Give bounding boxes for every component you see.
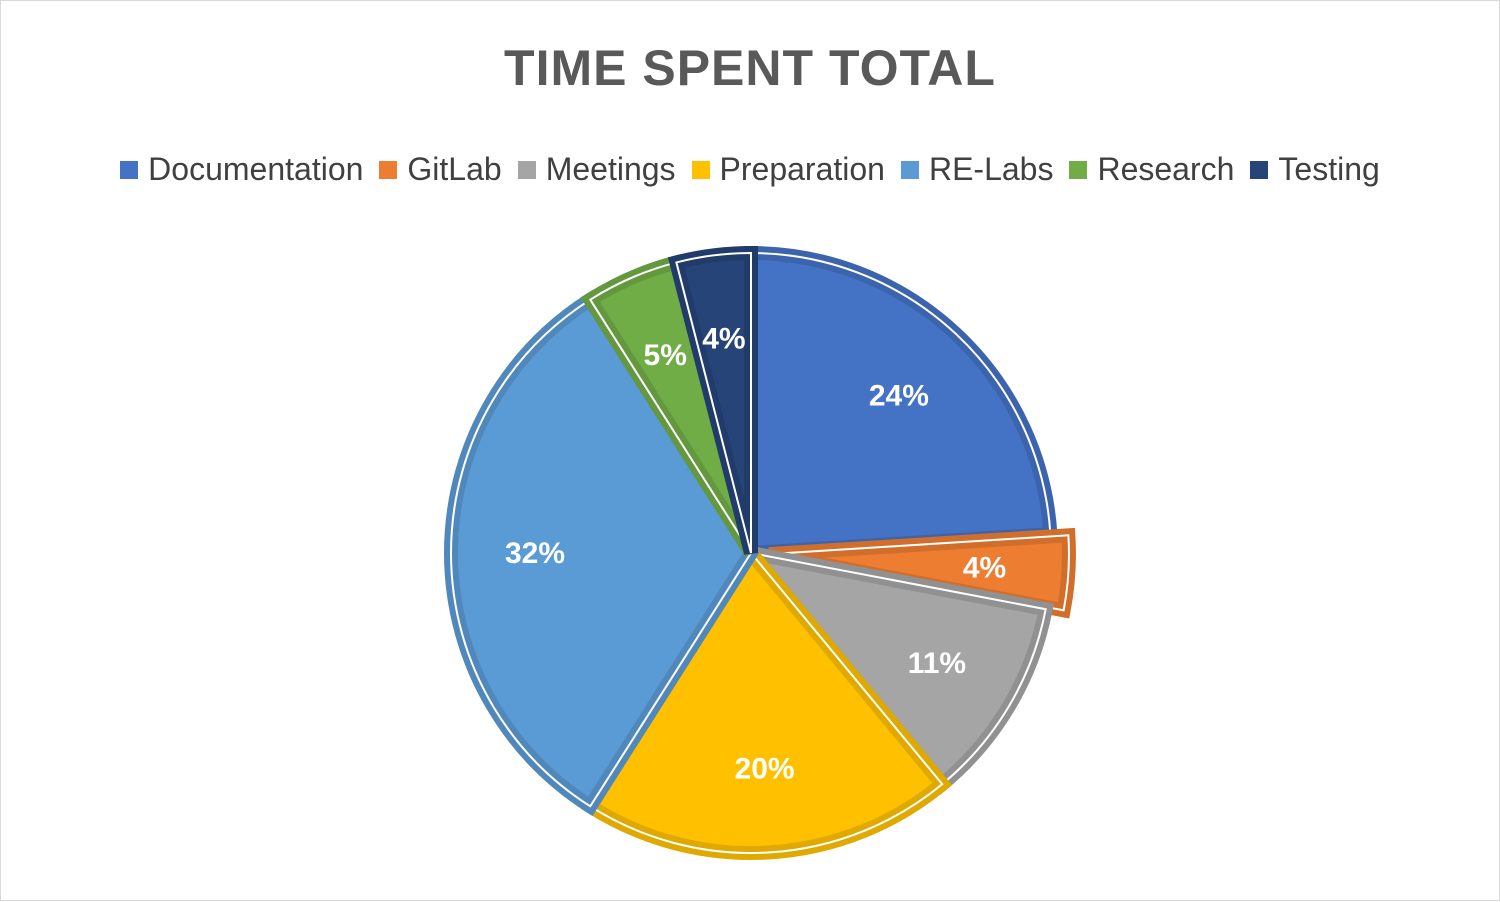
data-label: 4% bbox=[702, 323, 745, 356]
data-label: 4% bbox=[963, 552, 1006, 585]
pie-slice-border bbox=[750, 251, 1052, 555]
legend-label: RE-Labs bbox=[928, 151, 1054, 187]
legend-label: Documentation bbox=[148, 151, 364, 187]
legend-swatch bbox=[120, 160, 139, 179]
pie-slice-border bbox=[588, 551, 944, 854]
legend-swatch bbox=[900, 160, 919, 179]
legend-label: Research bbox=[1097, 151, 1235, 187]
data-label: 24% bbox=[869, 380, 929, 413]
legend-item-gitlab: GitLab bbox=[379, 151, 502, 188]
legend-label: GitLab bbox=[407, 151, 502, 187]
pie-slice-border bbox=[748, 551, 1047, 786]
legend-swatch bbox=[1069, 160, 1088, 179]
chart-title: TIME SPENT TOTAL bbox=[504, 40, 996, 96]
legend-item-documentation: Documentation bbox=[120, 151, 363, 188]
legend-item-research: Research bbox=[1069, 151, 1234, 188]
legend-item-testing: Testing bbox=[1250, 151, 1380, 188]
data-label: 5% bbox=[644, 339, 687, 372]
legend: Documentation GitLab Meetings Preparation RE… bbox=[1, 151, 1499, 188]
legend-label: Meetings bbox=[545, 151, 676, 187]
legend-label: Testing bbox=[1278, 151, 1380, 187]
data-label: 20% bbox=[735, 753, 795, 786]
legend-swatch bbox=[1250, 160, 1269, 179]
legend-item-preparation: Preparation bbox=[691, 151, 885, 188]
pie-slice-border bbox=[768, 534, 1070, 612]
pie-slice-border bbox=[675, 251, 752, 554]
legend-item-meetings: Meetings bbox=[517, 151, 676, 188]
pie-slice-border bbox=[450, 298, 753, 808]
data-label: 32% bbox=[505, 537, 565, 570]
legend-swatch bbox=[379, 160, 398, 179]
legend-swatch bbox=[691, 160, 710, 179]
legend-item-re-labs: RE-Labs bbox=[900, 151, 1054, 188]
legend-swatch bbox=[517, 160, 536, 179]
legend-label: Preparation bbox=[719, 151, 885, 187]
data-label: 11% bbox=[908, 647, 966, 680]
